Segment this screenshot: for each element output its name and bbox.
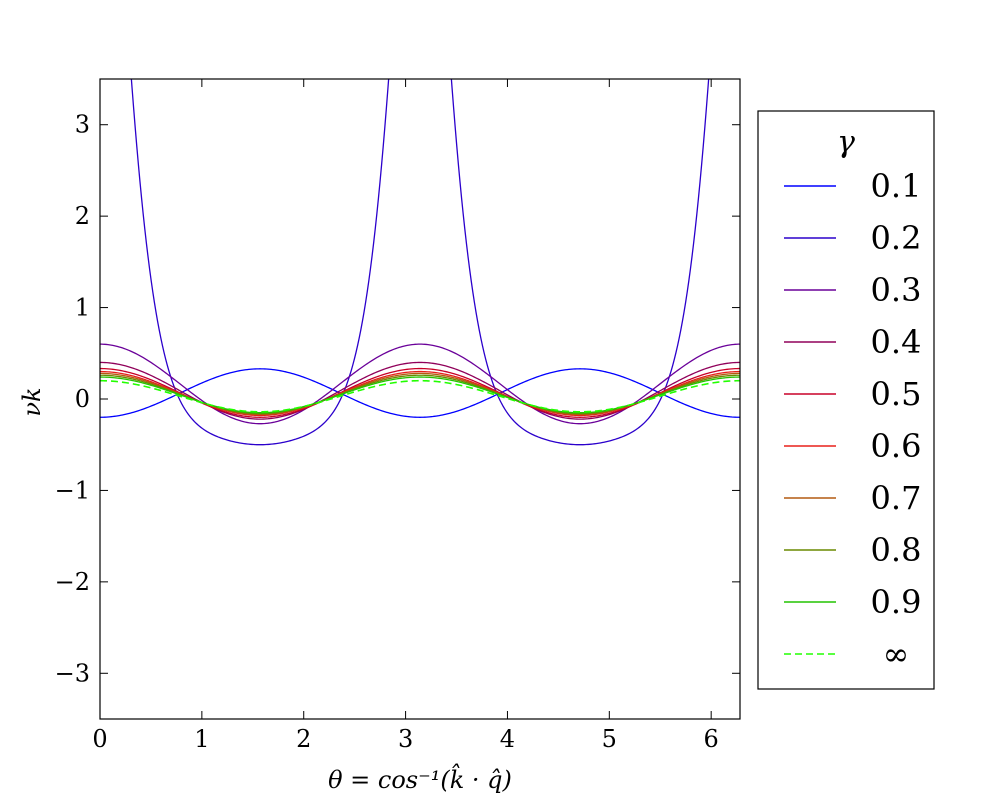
series-layer — [100, 79, 740, 446]
legend-box — [757, 110, 935, 690]
legend-label: 0.1 — [871, 167, 922, 205]
x-tick-label: 6 — [704, 725, 719, 753]
ticks-layer: 0 1 2 3 4 5 6 −3 −2 −1 0 1 2 3 — [55, 79, 740, 753]
x-tick-label: 1 — [194, 725, 209, 753]
legend-label: 0.8 — [871, 531, 922, 569]
legend-label: 0.5 — [871, 375, 922, 413]
x-tick-label: 2 — [296, 725, 311, 753]
y-tick-label: −1 — [55, 476, 90, 504]
y-axis-label: νk — [18, 387, 46, 416]
series-line-6 — [100, 370, 740, 417]
legend-label: 0.3 — [871, 271, 922, 309]
legend-label: 0.2 — [871, 219, 922, 257]
y-tick-label: −2 — [55, 568, 90, 596]
legend: γ 0.1 0.2 0.3 0.4 0.5 0.6 0.7 0.8 0.9 ∞ — [757, 110, 935, 690]
legend-title: γ — [837, 125, 855, 160]
y-tick-label: 2 — [75, 202, 90, 230]
legend-label: 0.4 — [871, 323, 922, 361]
x-tick-label: 0 — [92, 725, 107, 753]
legend-label: 0.6 — [871, 427, 922, 465]
series-line-2 — [130, 79, 710, 446]
y-tick-label: 1 — [75, 294, 90, 322]
series-line-8 — [100, 374, 740, 415]
series-line-9 — [100, 376, 740, 414]
legend-label: 0.9 — [871, 583, 922, 621]
y-tick-label: −3 — [55, 659, 90, 687]
series-line-1 — [100, 368, 740, 418]
x-tick-label: 3 — [398, 725, 413, 753]
series-line-3 — [100, 343, 740, 425]
y-tick-label: 3 — [75, 111, 90, 139]
legend-label: 0.7 — [871, 479, 922, 517]
x-axis-label: θ = cos⁻¹(k̂ · q̂) — [328, 763, 512, 794]
legend-label: ∞ — [883, 635, 910, 673]
series-line-10 — [100, 379, 740, 413]
x-tick-label: 5 — [602, 725, 617, 753]
y-tick-label: 0 — [75, 385, 90, 413]
x-tick-label: 4 — [500, 725, 515, 753]
series-line-7 — [100, 372, 740, 416]
